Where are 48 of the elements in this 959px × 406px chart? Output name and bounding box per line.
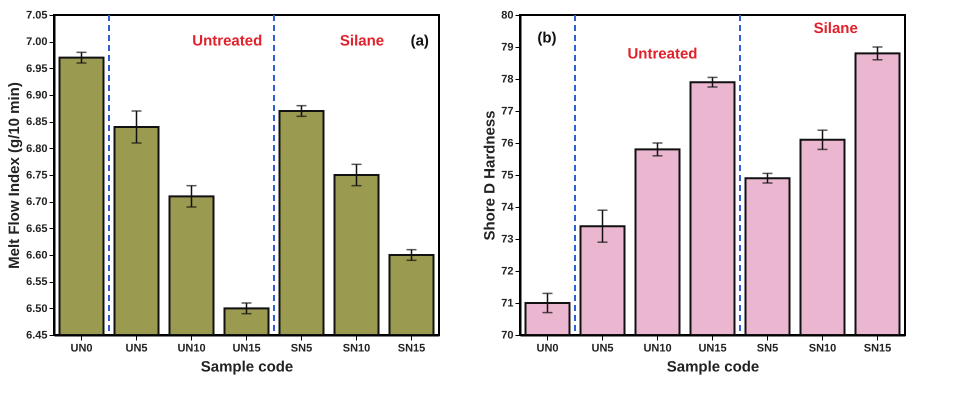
y-tick-label: 78 bbox=[501, 74, 514, 86]
x-tick-label: UN0 bbox=[70, 342, 93, 354]
y-tick-label: 70 bbox=[501, 330, 514, 342]
x-axis-title: Sample code bbox=[200, 358, 294, 376]
y-axis-title: Shore D Hardness bbox=[481, 110, 498, 241]
annotation: Silane bbox=[814, 20, 858, 37]
y-tick-label: 71 bbox=[501, 298, 514, 310]
y-tick-label: 6.65 bbox=[26, 222, 48, 235]
y-tick-label: 72 bbox=[501, 266, 514, 278]
y-tick-label: 6.45 bbox=[26, 330, 48, 342]
y-tick-label: 6.60 bbox=[26, 250, 48, 262]
annotation: Untreated bbox=[627, 45, 698, 62]
y-tick-label: 74 bbox=[501, 202, 514, 214]
y-tick-label: 6.70 bbox=[26, 196, 48, 208]
y-tick-label: 77 bbox=[501, 106, 514, 118]
x-tick-label: UN10 bbox=[643, 342, 672, 354]
y-tick-label: 6.75 bbox=[26, 170, 48, 182]
y-tick-label: 80 bbox=[501, 10, 514, 22]
x-tick-label: SN10 bbox=[808, 342, 836, 354]
y-tick-label: 6.85 bbox=[26, 116, 48, 128]
y-tick-label: 76 bbox=[501, 138, 514, 150]
x-tick-label: SN15 bbox=[864, 342, 892, 354]
x-tick-label: UN10 bbox=[177, 342, 206, 354]
y-tick-label: 75 bbox=[501, 170, 514, 182]
annotation: Untreated bbox=[192, 32, 262, 50]
y-tick-label: 73 bbox=[501, 234, 514, 246]
y-tick-label: 6.55 bbox=[26, 276, 48, 288]
annotation: Silane bbox=[340, 32, 384, 50]
y-tick-label: 79 bbox=[501, 42, 514, 54]
x-tick-label: SN10 bbox=[342, 342, 370, 354]
y-tick-label: 7.00 bbox=[26, 36, 48, 48]
y-tick-label: 6.95 bbox=[26, 62, 48, 75]
y-tick-label: 6.90 bbox=[26, 90, 48, 102]
annotation: (a) bbox=[410, 32, 429, 50]
y-tick-label: 7.05 bbox=[26, 10, 48, 22]
x-tick-label: UN0 bbox=[536, 342, 559, 354]
x-tick-label: SN5 bbox=[756, 342, 778, 354]
x-tick-label: UN5 bbox=[125, 342, 148, 354]
x-axis-title: Sample code bbox=[666, 358, 760, 376]
x-tick-label: SN15 bbox=[398, 342, 426, 354]
x-tick-label: UN15 bbox=[698, 342, 727, 354]
x-tick-label: SN5 bbox=[290, 342, 312, 354]
x-tick-label: UN15 bbox=[232, 342, 261, 354]
y-axis-title: Melt Flow Index (g/10 min) bbox=[6, 82, 24, 269]
x-tick-label: UN5 bbox=[591, 342, 614, 354]
y-tick-label: 6.80 bbox=[26, 142, 48, 155]
y-tick-label: 6.50 bbox=[26, 302, 48, 315]
annotation: (b) bbox=[537, 29, 557, 46]
